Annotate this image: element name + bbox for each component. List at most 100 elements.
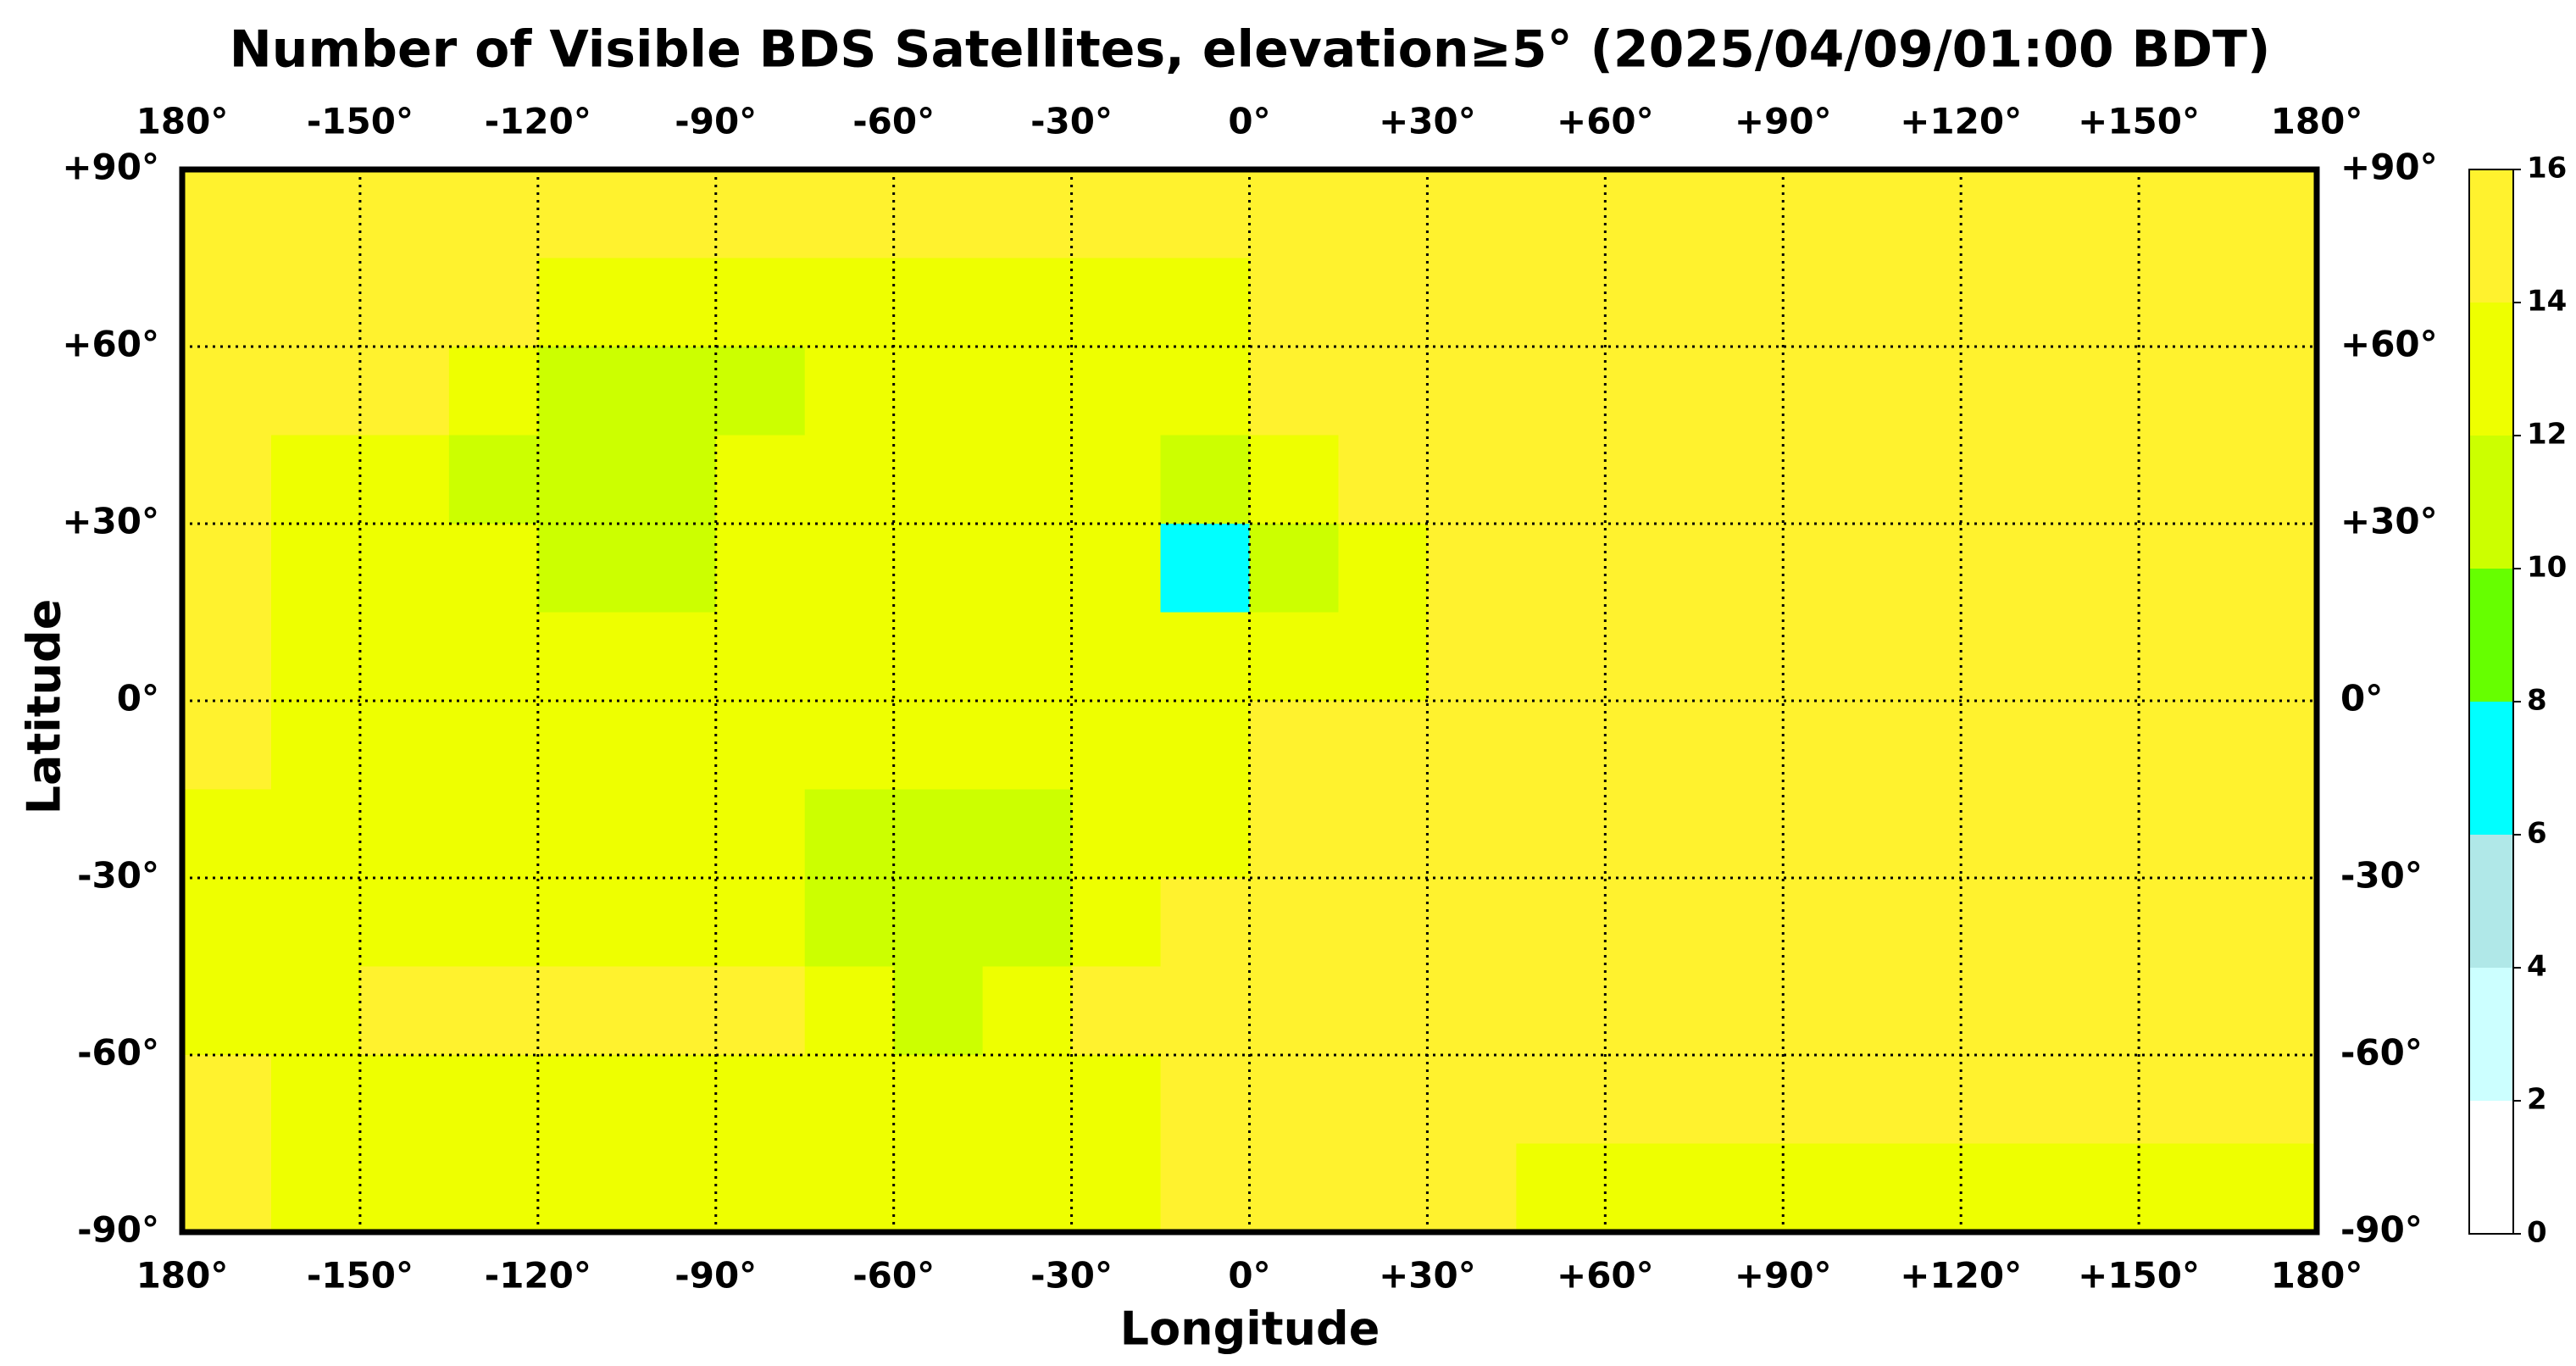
cell [2139, 966, 2229, 1056]
cell [982, 1055, 1073, 1145]
x-axis-label: Longitude [1120, 1302, 1380, 1356]
cell [448, 701, 539, 791]
cell [804, 789, 895, 879]
cell [1783, 524, 1873, 614]
cell [1694, 169, 1784, 259]
cell [270, 966, 361, 1056]
cell [1427, 789, 1517, 879]
cell [982, 789, 1073, 879]
cell [1872, 524, 1962, 614]
cell [1605, 1143, 1695, 1233]
cell [537, 435, 628, 525]
cell [1160, 169, 1251, 259]
x-tick-label: +30° [1379, 101, 1476, 142]
x-tick-label: -150° [307, 101, 414, 142]
cell [1872, 1143, 1962, 1233]
cell [626, 701, 717, 791]
cell [982, 878, 1073, 968]
x-tick-label: -60° [852, 1255, 935, 1297]
cell [626, 524, 717, 614]
cell [448, 966, 539, 1056]
cell [2050, 435, 2140, 525]
cell [448, 435, 539, 525]
cell [448, 347, 539, 436]
cell [448, 524, 539, 614]
cell [1783, 169, 1873, 259]
cell [270, 789, 361, 879]
cell [1694, 789, 1784, 879]
cell [715, 878, 806, 968]
cell [982, 701, 1073, 791]
cell [2228, 347, 2318, 436]
cell [2139, 1055, 2229, 1145]
cell [626, 347, 717, 436]
cell [893, 878, 984, 968]
cell [1071, 258, 1162, 347]
y-tick-label: -60° [2340, 1032, 2423, 1074]
cell [1071, 878, 1162, 968]
cell [1249, 789, 1340, 879]
cell [2228, 435, 2318, 525]
cell [893, 258, 984, 347]
cell [2050, 258, 2140, 347]
cell [2139, 435, 2229, 525]
cell [537, 347, 628, 436]
cell [2139, 524, 2229, 614]
cell [804, 169, 895, 259]
colorbar-tick-label: 2 [2527, 1083, 2547, 1117]
cell [2228, 878, 2318, 968]
cell [359, 1143, 450, 1233]
cell [359, 612, 450, 702]
colorbar-tick-label: 4 [2527, 950, 2547, 984]
cell [715, 347, 806, 436]
cell [1694, 258, 1784, 347]
cell [2050, 612, 2140, 702]
cell [270, 701, 361, 791]
cell [1516, 1055, 1606, 1145]
cell [1071, 347, 1162, 436]
cell [359, 789, 450, 879]
cell [1338, 701, 1429, 791]
cell [359, 966, 450, 1056]
cell [2139, 169, 2229, 259]
cell [2228, 701, 2318, 791]
cell [1605, 878, 1695, 968]
cell [270, 1143, 361, 1233]
cell [1783, 435, 1873, 525]
cell [1516, 524, 1606, 614]
colorbar-tick-label: 10 [2527, 551, 2567, 585]
cell [359, 524, 450, 614]
cell [2228, 966, 2318, 1056]
cell [982, 258, 1073, 347]
cell [1961, 169, 2051, 259]
colorbar-segment [2469, 1101, 2513, 1234]
cell [804, 524, 895, 614]
cell [1694, 1143, 1784, 1233]
x-tick-label: 180° [136, 101, 229, 142]
cell [1338, 612, 1429, 702]
y-tick-label: +90° [62, 147, 159, 188]
x-tick-label: -30° [1030, 101, 1113, 142]
cell [1516, 701, 1606, 791]
cell [1605, 435, 1695, 525]
colorbar-tick-label: 8 [2527, 684, 2547, 718]
cell [1160, 701, 1251, 791]
colorbar-segment [2469, 436, 2513, 569]
cell [1071, 524, 1162, 614]
cell [2139, 347, 2229, 436]
colorbar-segment [2469, 835, 2513, 968]
cell [1694, 1055, 1784, 1145]
x-tick-label: +30° [1379, 1255, 1476, 1297]
colorbar-segment [2469, 702, 2513, 835]
cell [182, 258, 272, 347]
cell [537, 1055, 628, 1145]
cell [2050, 347, 2140, 436]
cell [2050, 878, 2140, 968]
cell [626, 789, 717, 879]
heatmap [182, 169, 2318, 1233]
cell [1961, 612, 2051, 702]
cell [1071, 612, 1162, 702]
cell [2050, 966, 2140, 1056]
cell [2228, 789, 2318, 879]
